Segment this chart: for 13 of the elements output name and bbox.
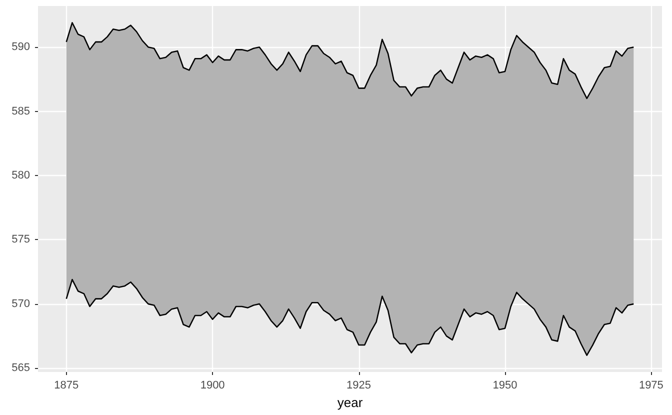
y-tick-label: 575 <box>12 234 30 246</box>
x-tick-label: 1875 <box>54 380 79 392</box>
x-tick-label: 1900 <box>200 380 225 392</box>
y-tick-label: 585 <box>12 105 30 118</box>
x-tick-label: 1925 <box>346 380 372 392</box>
line-series <box>66 278 634 356</box>
x-tick-label: 1950 <box>492 380 518 392</box>
y-tick-label: 570 <box>12 298 30 310</box>
x-tick-label: 1975 <box>638 380 664 392</box>
x-axis-title: year <box>337 394 364 410</box>
y-tick-label: 565 <box>12 362 30 374</box>
y-tick-label: 590 <box>12 41 30 54</box>
y-tick-label: 580 <box>12 170 30 182</box>
